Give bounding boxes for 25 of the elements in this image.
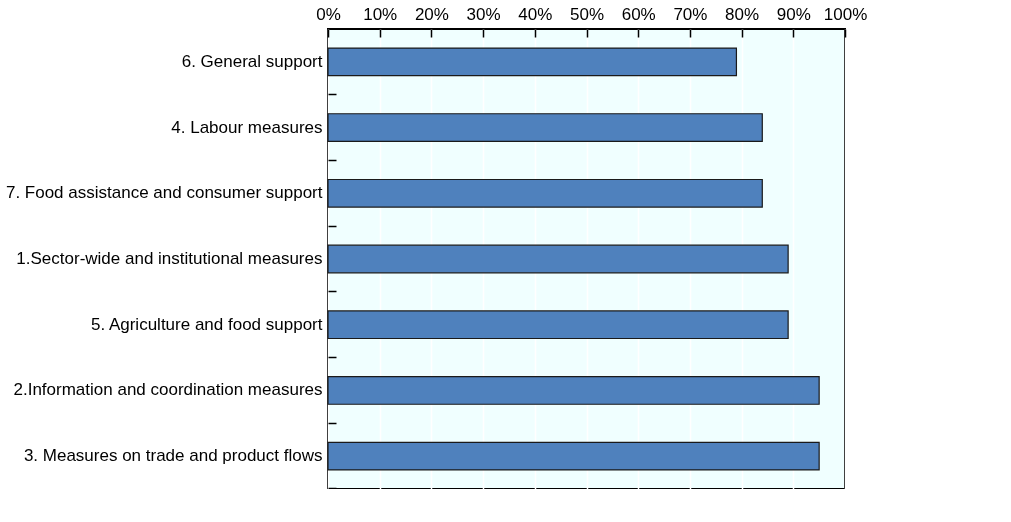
bar: [327, 376, 820, 405]
y-tick-label: 1.Sector-wide and institutional measures: [16, 249, 323, 268]
bar: [327, 441, 820, 471]
bar: [327, 178, 763, 208]
bar: [327, 244, 789, 274]
y-tick-label: 4. Labour measures: [171, 117, 323, 137]
x-tick-label: 60%: [621, 4, 656, 24]
bar: [327, 113, 763, 142]
y-tick-label: 3. Measures on trade and product flows: [23, 446, 323, 466]
x-tick-label: 10%: [363, 4, 398, 24]
y-tick-label: 2.Information and coordination measures: [13, 380, 323, 400]
bar: [327, 47, 738, 77]
x-tick-label: 50%: [569, 4, 605, 24]
x-tick-label: 40%: [518, 4, 553, 24]
x-tick-label: 70%: [673, 4, 708, 24]
x-tick-label: 100%: [823, 4, 868, 24]
y-tick-label: 6. General support: [181, 51, 323, 71]
x-tick-label: 80%: [725, 4, 760, 24]
x-tick-label: 0%: [316, 4, 341, 24]
y-tick-label: 7. Food assistance and consumer support: [5, 183, 323, 203]
bar: [327, 310, 789, 340]
x-tick-label: 20%: [414, 4, 449, 24]
y-tick-label: 5. Agriculture and food support: [90, 314, 323, 334]
x-tick-label: 90%: [776, 4, 811, 24]
x-tick-label: 30%: [466, 4, 501, 24]
